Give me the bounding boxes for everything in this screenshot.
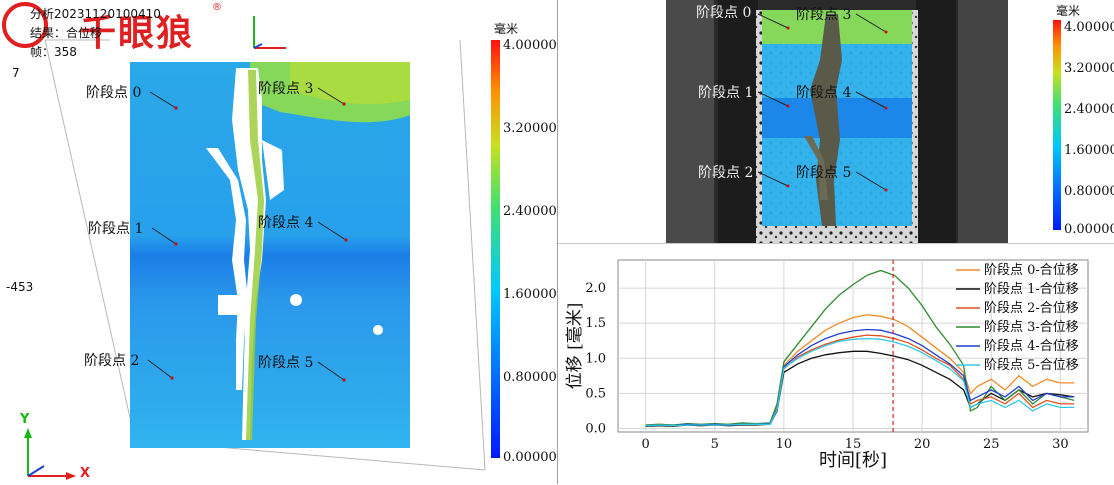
logo-icon: [2, 2, 48, 48]
x-axis-label: 时间[秒]: [819, 450, 887, 471]
x-tick-label: 15: [845, 437, 862, 452]
axis-value-mid: -453: [6, 280, 34, 294]
x-tick-label: 30: [1052, 437, 1069, 452]
x-tick-label: 10: [776, 437, 793, 452]
y-tick-label: 2.0: [585, 281, 606, 296]
left-cb-tick: 0.80000: [503, 370, 557, 385]
axis-value-top: 7: [12, 66, 20, 80]
displacement-chart: 0 5 10 15 20 25 30 0.0 0.5 1.0 1.5 2.0 时间[秒] 位移 [毫米] 阶…: [565, 259, 1089, 471]
y-tick-label: 0.0: [585, 421, 606, 436]
x-tick-label: 0: [642, 437, 650, 452]
left-point-label-4: 阶段点 4: [258, 215, 314, 231]
right-cb-tick: 3.20000: [1064, 61, 1114, 76]
series-line: [645, 337, 1075, 427]
left-scene: [24, 16, 500, 480]
right-colorbar-units: 毫米: [1056, 4, 1081, 18]
right-point-label-3: 阶段点 3: [796, 7, 852, 23]
right-cb-tick: 4.00000: [1064, 20, 1114, 35]
right-cb-tick: 2.40000: [1064, 102, 1114, 117]
left-point-label-5: 阶段点 5: [258, 355, 314, 371]
left-colorbar-units: 毫米: [494, 22, 519, 36]
x-tick-label: 20: [914, 437, 931, 452]
info-result: 结果：合位移: [30, 26, 103, 40]
y-tick-label: 0.5: [585, 386, 606, 401]
info-analysis-id: 分析20231120100410: [30, 7, 161, 21]
left-point-leaders: [147, 87, 347, 381]
displacement-chart-panel[interactable]: 0 5 10 15 20 25 30 0.0 0.5 1.0 1.5 2.0 时间[秒] 位移 [毫米] 阶…: [558, 243, 1114, 485]
right-image-viewport[interactable]: 阶段点 0 阶段点 1 阶段点 2 阶段点 3 阶段点 4 阶段点 5 毫米 4…: [558, 0, 1114, 243]
legend-entry: 阶段点 5-合位移: [984, 358, 1079, 373]
y-axis-label: 位移 [毫米]: [565, 303, 585, 390]
legend-entry: 阶段点 0-合位移: [984, 263, 1079, 278]
left-point-label-3: 阶段点 3: [258, 81, 314, 97]
left-cb-tick: 4.00000: [503, 38, 557, 53]
y-tick-label: 1.0: [585, 351, 606, 366]
left-point-label-2: 阶段点 2: [84, 353, 140, 369]
axis-triad: [24, 428, 76, 480]
right-cb-tick: 1.60000: [1064, 143, 1114, 158]
right-point-label-2: 阶段点 2: [698, 165, 754, 181]
legend-entry: 阶段点 1-合位移: [984, 282, 1079, 297]
top-axis-gizmo: [253, 16, 286, 49]
triad-y-label: Y: [20, 412, 30, 427]
right-point-label-5: 阶段点 5: [796, 165, 852, 181]
x-tick-label: 25: [983, 437, 1000, 452]
left-point-label-0: 阶段点 0: [86, 85, 142, 101]
left-point-label-1: 阶段点 1: [88, 221, 144, 237]
right-top-scene: [666, 0, 1061, 243]
x-tick-label: 5: [711, 437, 719, 452]
brand-logo: 千眼狼: [80, 13, 195, 54]
right-point-label-0: 阶段点 0: [696, 5, 752, 21]
left-cb-tick: 3.20000: [503, 121, 557, 136]
legend-entry: 阶段点 3-合位移: [984, 320, 1079, 335]
right-cb-tick: 0.80000: [1064, 184, 1114, 199]
legend-entry: 阶段点 4-合位移: [984, 339, 1079, 354]
left-cb-tick: 1.60000: [503, 287, 557, 302]
left-cb-tick: 2.40000: [503, 204, 557, 219]
legend-entry: 阶段点 2-合位移: [984, 301, 1079, 316]
registered-mark: ®: [212, 2, 222, 13]
right-point-leaders: [757, 13, 887, 191]
left-point-markers: [170, 102, 348, 382]
triad-x-label: X: [80, 466, 91, 481]
right-point-label-4: 阶段点 4: [796, 85, 852, 101]
pane-divider[interactable]: [557, 0, 558, 484]
right-cb-tick: 0.00000: [1064, 222, 1114, 237]
y-tick-label: 1.5: [585, 316, 606, 331]
info-frame: 帧：358: [30, 45, 77, 59]
left-colorbar: [491, 40, 500, 458]
left-displacement-field: [130, 62, 410, 448]
left-3d-viewport[interactable]: 千眼狼 ® 分析20231120100410 结果：合位移 帧：358 7 -4…: [0, 0, 557, 484]
left-cb-tick: 0.00000: [503, 450, 557, 465]
right-point-label-1: 阶段点 1: [698, 85, 754, 101]
